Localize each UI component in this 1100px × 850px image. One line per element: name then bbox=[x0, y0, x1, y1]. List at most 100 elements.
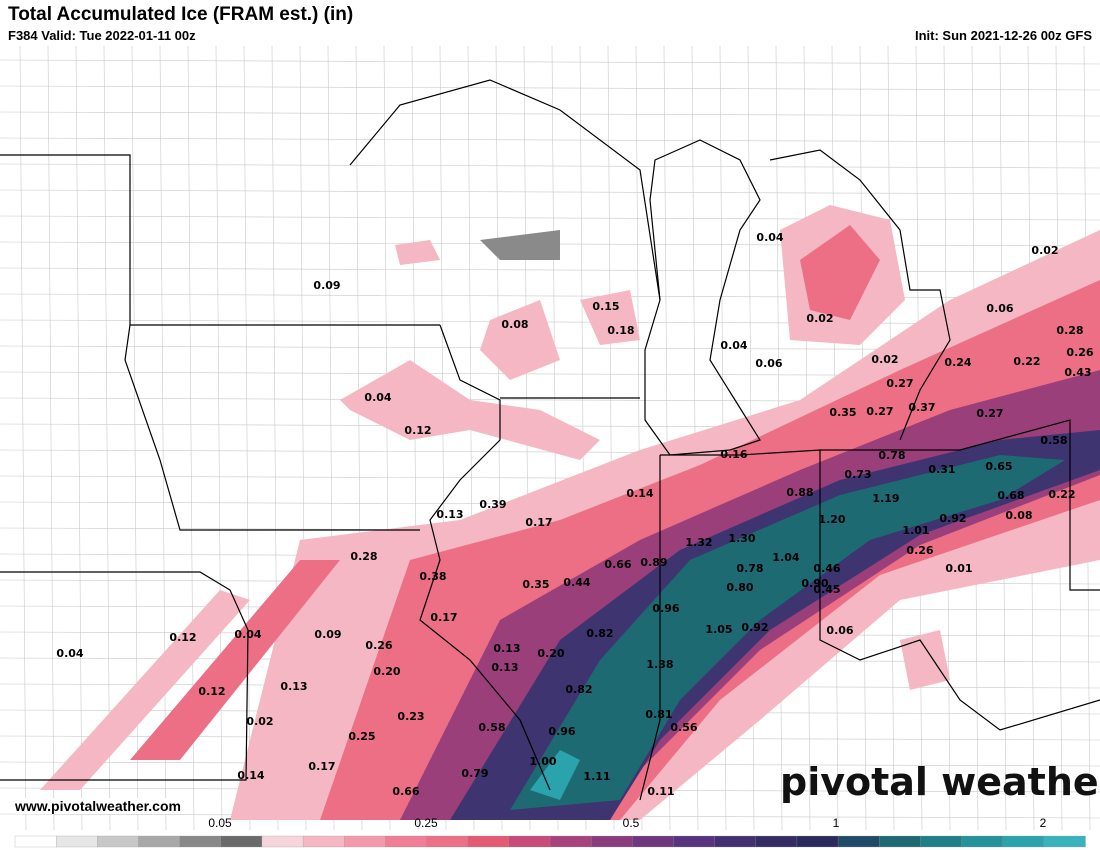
value-label: 0.27 bbox=[886, 377, 913, 390]
county-line bbox=[0, 59, 1100, 65]
county-line bbox=[75, 45, 83, 831]
value-label: 1.19 bbox=[872, 492, 899, 505]
value-label: 0.35 bbox=[829, 406, 856, 419]
value-label: 0.27 bbox=[866, 405, 893, 418]
value-label: 0.90 bbox=[801, 577, 828, 590]
swath bbox=[395, 240, 440, 265]
value-label: 0.28 bbox=[350, 550, 377, 563]
value-label: 0.28 bbox=[1056, 324, 1083, 337]
value-label: 0.65 bbox=[985, 460, 1012, 473]
value-label: 0.12 bbox=[404, 424, 431, 437]
value-label: 0.96 bbox=[548, 725, 575, 738]
county-line bbox=[159, 45, 167, 831]
value-label: 0.13 bbox=[280, 680, 307, 693]
value-label: 0.08 bbox=[501, 318, 528, 331]
value-label: 0.44 bbox=[563, 576, 590, 589]
value-label: 0.66 bbox=[604, 558, 631, 571]
value-label: 0.18 bbox=[607, 324, 634, 337]
county-line bbox=[0, 189, 1100, 195]
colorbar-swatch bbox=[879, 835, 922, 848]
value-label: 0.92 bbox=[741, 621, 768, 634]
colorbar-swatch bbox=[837, 835, 880, 848]
value-label: 0.02 bbox=[1031, 244, 1058, 257]
value-label: 0.79 bbox=[461, 767, 488, 780]
value-label: 0.12 bbox=[169, 631, 196, 644]
county-line bbox=[19, 45, 27, 831]
footer-url: www.pivotalweather.com bbox=[15, 798, 181, 814]
state-border bbox=[820, 419, 1100, 591]
value-label: 0.24 bbox=[944, 356, 971, 369]
value-label: 0.17 bbox=[308, 760, 335, 773]
value-label: 0.82 bbox=[565, 683, 592, 696]
colorbar-tick-label: 1 bbox=[833, 816, 840, 830]
value-label: 0.26 bbox=[1066, 346, 1093, 359]
value-label: 0.80 bbox=[726, 581, 753, 594]
value-label: 0.20 bbox=[373, 665, 400, 678]
swath bbox=[480, 300, 560, 380]
colorbar-swatch bbox=[14, 835, 57, 848]
value-label: 0.06 bbox=[755, 357, 782, 370]
value-label: 1.04 bbox=[772, 551, 799, 564]
county-line bbox=[47, 45, 55, 831]
value-label: 0.09 bbox=[313, 279, 340, 292]
value-label: 1.11 bbox=[583, 770, 610, 783]
value-labels: 0.04 0.02 0.09 0.15 0.08 0.18 0.02 0.06 0.28 0.04… bbox=[56, 231, 1093, 798]
value-label: 0.17 bbox=[430, 611, 457, 624]
value-label: 0.92 bbox=[939, 512, 966, 525]
value-label: 0.23 bbox=[397, 710, 424, 723]
value-label: 0.73 bbox=[844, 468, 871, 481]
colorbar-tick-label: 0.5 bbox=[623, 816, 640, 830]
value-label: 0.02 bbox=[246, 715, 273, 728]
value-label: 0.31 bbox=[928, 463, 955, 476]
value-label: 0.14 bbox=[626, 487, 653, 500]
value-label: 0.68 bbox=[997, 489, 1024, 502]
county-line bbox=[0, 163, 1100, 169]
value-label: 0.15 bbox=[592, 300, 619, 313]
value-label: 0.09 bbox=[314, 628, 341, 641]
colorbar-swatch bbox=[961, 835, 1004, 848]
swath bbox=[130, 560, 340, 760]
county-line bbox=[0, 267, 1100, 273]
value-label: 0.66 bbox=[392, 785, 419, 798]
swath bbox=[40, 590, 250, 790]
state-border bbox=[419, 324, 551, 791]
value-label: 0.20 bbox=[537, 647, 564, 660]
swath bbox=[900, 630, 950, 690]
value-label: 0.82 bbox=[586, 627, 613, 640]
colorbar-swatch bbox=[220, 835, 263, 848]
state-border bbox=[349, 79, 661, 301]
value-label: 0.27 bbox=[976, 407, 1003, 420]
value-label: 0.13 bbox=[436, 508, 463, 521]
value-label: 0.58 bbox=[1040, 434, 1067, 447]
colorbar-swatch bbox=[796, 835, 839, 848]
value-label: 0.38 bbox=[419, 570, 446, 583]
swath bbox=[480, 230, 560, 260]
state-border bbox=[124, 324, 420, 531]
state-border bbox=[0, 154, 440, 326]
value-label: 0.37 bbox=[908, 401, 935, 414]
value-label: 1.20 bbox=[818, 513, 845, 526]
value-label: 0.78 bbox=[736, 562, 763, 575]
value-label: 1.32 bbox=[685, 536, 712, 549]
value-label: 0.46 bbox=[813, 562, 840, 575]
colorbar-swatch bbox=[138, 835, 181, 848]
colorbar-swatch bbox=[632, 835, 675, 848]
value-label: 0.06 bbox=[986, 302, 1013, 315]
value-label: 0.02 bbox=[871, 353, 898, 366]
colorbar-swatch bbox=[56, 835, 98, 848]
colorbar-swatch bbox=[508, 835, 551, 848]
colorbar-swatch bbox=[344, 835, 387, 848]
county-line bbox=[0, 137, 1100, 143]
swath bbox=[580, 290, 640, 345]
value-label: 0.25 bbox=[348, 730, 375, 743]
value-label: 0.22 bbox=[1013, 355, 1040, 368]
colorbar-swatch bbox=[261, 835, 304, 848]
county-line bbox=[103, 45, 111, 831]
value-label: 0.12 bbox=[198, 685, 225, 698]
colorbar-swatch bbox=[714, 835, 757, 848]
county-line bbox=[0, 293, 1100, 299]
value-label: 0.96 bbox=[652, 602, 679, 615]
logo: pivotal weather bbox=[780, 760, 1100, 804]
value-label: 1.05 bbox=[705, 623, 732, 636]
